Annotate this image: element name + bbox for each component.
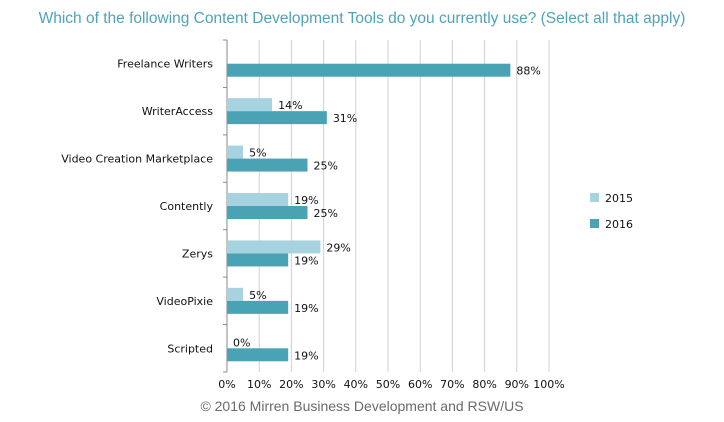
bar-2016 bbox=[227, 348, 289, 362]
bar-2015 bbox=[227, 287, 244, 301]
data-label-2016: 19% bbox=[294, 254, 318, 267]
category-label: Zerys bbox=[182, 247, 213, 260]
x-tick-label: 40% bbox=[344, 378, 368, 391]
data-label-2015: 14% bbox=[278, 99, 302, 112]
category-label: Freelance Writers bbox=[117, 58, 213, 71]
data-label-2015: 19% bbox=[294, 194, 318, 207]
legend-label-2015: 2015 bbox=[605, 192, 633, 205]
x-tick-label: 80% bbox=[472, 378, 496, 391]
category-label: Scripted bbox=[167, 342, 213, 355]
bar-2016 bbox=[227, 111, 327, 125]
category-label: Contently bbox=[160, 200, 214, 213]
data-label-2016: 25% bbox=[314, 160, 338, 173]
x-tick-label: 100% bbox=[533, 378, 564, 391]
data-label-2015: 5% bbox=[249, 147, 266, 160]
legend-label-2016: 2016 bbox=[605, 218, 633, 231]
legend-swatch-2015 bbox=[590, 193, 599, 202]
x-tick-label: 90% bbox=[505, 378, 529, 391]
bar-2015 bbox=[227, 240, 321, 254]
data-label-2015: 29% bbox=[326, 241, 350, 254]
x-tick-label: 0% bbox=[218, 378, 235, 391]
bar-2015 bbox=[227, 145, 244, 159]
category-label: WriterAccess bbox=[142, 105, 213, 118]
bar-2016 bbox=[227, 300, 289, 314]
x-tick-label: 50% bbox=[376, 378, 400, 391]
data-label-2016: 19% bbox=[294, 302, 318, 315]
bar-2015 bbox=[227, 98, 273, 112]
chart-title: Which of the following Content Developme… bbox=[38, 10, 686, 27]
data-label-2016: 31% bbox=[333, 112, 357, 125]
bar-2016 bbox=[227, 158, 308, 172]
data-label-2015: 0% bbox=[233, 336, 250, 349]
x-tick-label: 10% bbox=[247, 378, 271, 391]
bar-2016 bbox=[227, 63, 511, 77]
bar-2016 bbox=[227, 253, 289, 267]
bar-2016 bbox=[227, 206, 308, 219]
x-tick-label: 20% bbox=[279, 378, 303, 391]
data-label-2015: 5% bbox=[249, 289, 266, 302]
x-tick-label: 60% bbox=[408, 378, 432, 391]
category-label: VideoPixie bbox=[156, 295, 213, 308]
legend-swatch-2016 bbox=[590, 219, 599, 228]
category-label: Video Creation Marketplace bbox=[61, 153, 213, 166]
x-tick-label: 70% bbox=[440, 378, 464, 391]
data-label-2016: 88% bbox=[516, 65, 540, 78]
x-tick-label: 30% bbox=[311, 378, 335, 391]
data-label-2016: 25% bbox=[314, 207, 338, 220]
data-label-2016: 19% bbox=[294, 349, 318, 362]
bar-2015 bbox=[227, 193, 289, 206]
copyright-footer: © 2016 Mirren Business Development and R… bbox=[200, 398, 524, 414]
